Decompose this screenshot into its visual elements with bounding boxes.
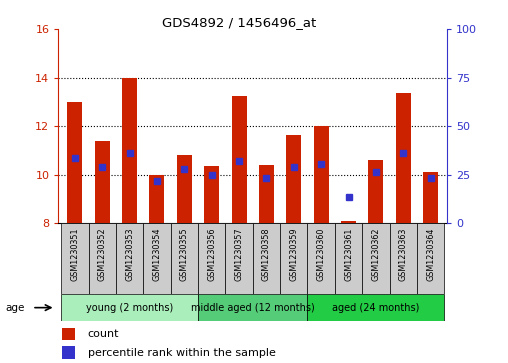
Bar bbox=[286, 135, 301, 223]
Bar bbox=[307, 294, 444, 321]
Text: GSM1230356: GSM1230356 bbox=[207, 228, 216, 281]
Text: GSM1230359: GSM1230359 bbox=[289, 228, 298, 281]
Bar bbox=[280, 223, 307, 294]
Bar bbox=[198, 223, 226, 294]
Text: age: age bbox=[5, 303, 24, 313]
Bar bbox=[171, 223, 198, 294]
Bar bbox=[335, 223, 362, 294]
Bar bbox=[62, 327, 75, 340]
Bar bbox=[417, 223, 444, 294]
Bar bbox=[122, 78, 137, 223]
Text: GSM1230352: GSM1230352 bbox=[98, 228, 107, 281]
Text: GSM1230363: GSM1230363 bbox=[399, 228, 408, 281]
Text: GSM1230354: GSM1230354 bbox=[152, 228, 162, 281]
Text: GSM1230364: GSM1230364 bbox=[426, 228, 435, 281]
Bar bbox=[204, 166, 219, 223]
Text: GDS4892 / 1456496_at: GDS4892 / 1456496_at bbox=[162, 16, 316, 29]
Bar bbox=[116, 223, 143, 294]
Bar bbox=[226, 223, 253, 294]
Bar bbox=[362, 223, 390, 294]
Text: GSM1230362: GSM1230362 bbox=[371, 228, 380, 281]
Bar bbox=[62, 346, 75, 359]
Bar bbox=[88, 223, 116, 294]
Bar bbox=[94, 141, 110, 223]
Text: aged (24 months): aged (24 months) bbox=[332, 303, 420, 313]
Bar bbox=[341, 221, 356, 223]
Text: GSM1230351: GSM1230351 bbox=[70, 228, 79, 281]
Bar bbox=[61, 223, 88, 294]
Bar bbox=[396, 93, 411, 223]
Text: GSM1230361: GSM1230361 bbox=[344, 228, 353, 281]
Bar bbox=[307, 223, 335, 294]
Text: count: count bbox=[87, 329, 119, 339]
Text: young (2 months): young (2 months) bbox=[86, 303, 173, 313]
Bar bbox=[68, 102, 82, 223]
Bar bbox=[368, 160, 384, 223]
Bar bbox=[177, 155, 192, 223]
Text: GSM1230360: GSM1230360 bbox=[316, 228, 326, 281]
Bar bbox=[149, 175, 165, 223]
Text: percentile rank within the sample: percentile rank within the sample bbox=[87, 347, 275, 358]
Text: middle aged (12 months): middle aged (12 months) bbox=[191, 303, 314, 313]
Text: GSM1230358: GSM1230358 bbox=[262, 228, 271, 281]
Bar bbox=[253, 223, 280, 294]
Bar bbox=[259, 165, 274, 223]
Text: GSM1230355: GSM1230355 bbox=[180, 228, 189, 281]
Text: GSM1230353: GSM1230353 bbox=[125, 228, 134, 281]
Bar bbox=[313, 126, 329, 223]
Bar bbox=[61, 294, 198, 321]
Bar bbox=[143, 223, 171, 294]
Text: GSM1230357: GSM1230357 bbox=[235, 228, 243, 281]
Bar bbox=[198, 294, 307, 321]
Bar bbox=[232, 96, 246, 223]
Bar bbox=[423, 172, 438, 223]
Bar bbox=[390, 223, 417, 294]
